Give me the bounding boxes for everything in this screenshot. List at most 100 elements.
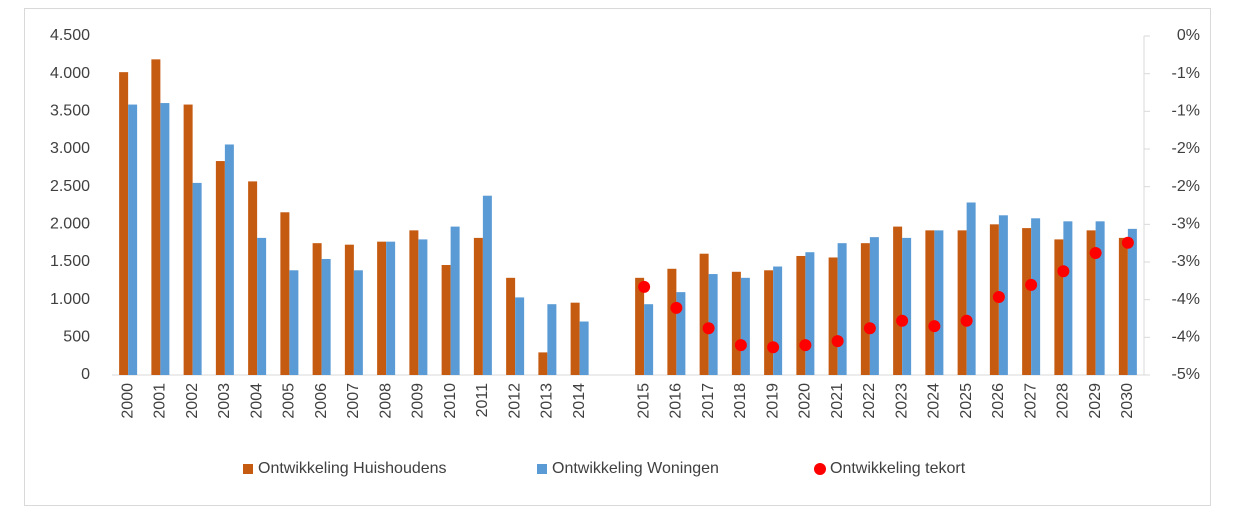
x-tick-label: 2014 (571, 383, 588, 419)
bar (570, 302, 580, 375)
dot (638, 280, 651, 293)
bar (344, 244, 354, 375)
bar (773, 266, 783, 375)
bar (160, 103, 170, 376)
bar (667, 268, 677, 375)
bar (183, 104, 193, 375)
x-tick-label: 2003 (216, 383, 233, 419)
y2-tick-label: -4% (1172, 291, 1200, 308)
bar (450, 226, 460, 375)
bar (473, 237, 483, 375)
bar (740, 277, 750, 375)
x-tick-label: 2025 (958, 383, 975, 419)
x-tick-label: 2023 (893, 383, 910, 419)
y-tick-label: 4.000 (50, 65, 90, 82)
dot (960, 314, 973, 327)
dot (1025, 278, 1038, 291)
x-tick-label: 2028 (1055, 383, 1072, 419)
dot (767, 341, 780, 354)
bar (257, 237, 267, 375)
bar (1086, 230, 1096, 375)
y2-tick-label: 0% (1177, 27, 1200, 44)
bar (1095, 221, 1105, 375)
bar (1054, 239, 1064, 375)
x-tick-label: 2027 (1022, 383, 1039, 419)
bar (312, 243, 322, 375)
x-tick-label: 2015 (635, 383, 652, 419)
bar (377, 241, 387, 375)
y-tick-label: 3.000 (50, 140, 90, 157)
bar (215, 161, 225, 375)
dot (734, 339, 747, 352)
y2-tick-label: -5% (1172, 366, 1200, 383)
x-tick-label: 2007 (345, 383, 362, 419)
y-tick-label: 2.000 (50, 216, 90, 233)
bar (644, 304, 654, 375)
bar (353, 270, 363, 375)
bar (869, 237, 879, 375)
dot (928, 320, 941, 333)
x-tick-label: 2009 (410, 383, 427, 419)
x-tick-label: 2008 (377, 383, 394, 419)
bar (441, 265, 451, 375)
bar (321, 258, 331, 375)
x-tick-label: 2024 (926, 383, 943, 419)
bar (925, 230, 935, 375)
dot (1121, 236, 1134, 249)
dot (1089, 246, 1102, 259)
x-tick-label: 2010 (442, 383, 459, 419)
x-tick-label: 2004 (248, 383, 265, 419)
y2-tick-label: -3% (1172, 216, 1200, 233)
bar (902, 237, 912, 375)
bar (957, 230, 967, 375)
legend-swatch (537, 464, 547, 474)
bar (224, 144, 234, 375)
y-tick-label: 2.500 (50, 178, 90, 195)
bar (418, 239, 428, 375)
bar (386, 241, 396, 375)
bar (796, 255, 806, 375)
y2-tick-label: -1% (1172, 65, 1200, 82)
bar (579, 321, 589, 375)
x-tick-label: 2021 (829, 383, 846, 419)
x-tick-label: 2006 (313, 383, 330, 419)
bar (805, 252, 815, 375)
x-tick-label: 2011 (474, 383, 491, 418)
x-tick-label: 2020 (797, 383, 814, 419)
x-tick-label: 2022 (861, 383, 878, 419)
x-tick-label: 2017 (700, 383, 717, 419)
bar (128, 104, 138, 375)
bar (676, 292, 686, 375)
y-tick-label: 3.500 (50, 103, 90, 120)
bar (192, 182, 202, 375)
dot (702, 322, 715, 335)
bar (289, 270, 299, 375)
legend-swatch (814, 463, 826, 475)
y2-tick-label: -2% (1172, 140, 1200, 157)
bar (837, 243, 847, 375)
bar (1127, 228, 1137, 375)
y2-tick-label: -2% (1172, 178, 1200, 195)
bar (409, 230, 419, 375)
bar (1022, 228, 1032, 375)
bar (966, 202, 976, 375)
dot (896, 314, 909, 327)
bar (482, 195, 492, 375)
y2-tick-label: -4% (1172, 329, 1200, 346)
bar (731, 271, 741, 375)
bar (699, 253, 709, 375)
y2-tick-label: -3% (1172, 253, 1200, 270)
x-tick-label: 2000 (119, 383, 136, 419)
legend-label: Ontwikkeling tekort (830, 460, 966, 477)
bar (1118, 237, 1128, 375)
dot (863, 322, 876, 335)
x-tick-label: 2018 (732, 383, 749, 419)
bar (893, 226, 903, 375)
x-tick-label: 2026 (990, 383, 1007, 419)
bar (151, 59, 161, 375)
dot (1057, 265, 1070, 278)
dot (831, 335, 844, 348)
x-tick-label: 2005 (281, 383, 298, 419)
x-tick-label: 2029 (1087, 383, 1104, 419)
